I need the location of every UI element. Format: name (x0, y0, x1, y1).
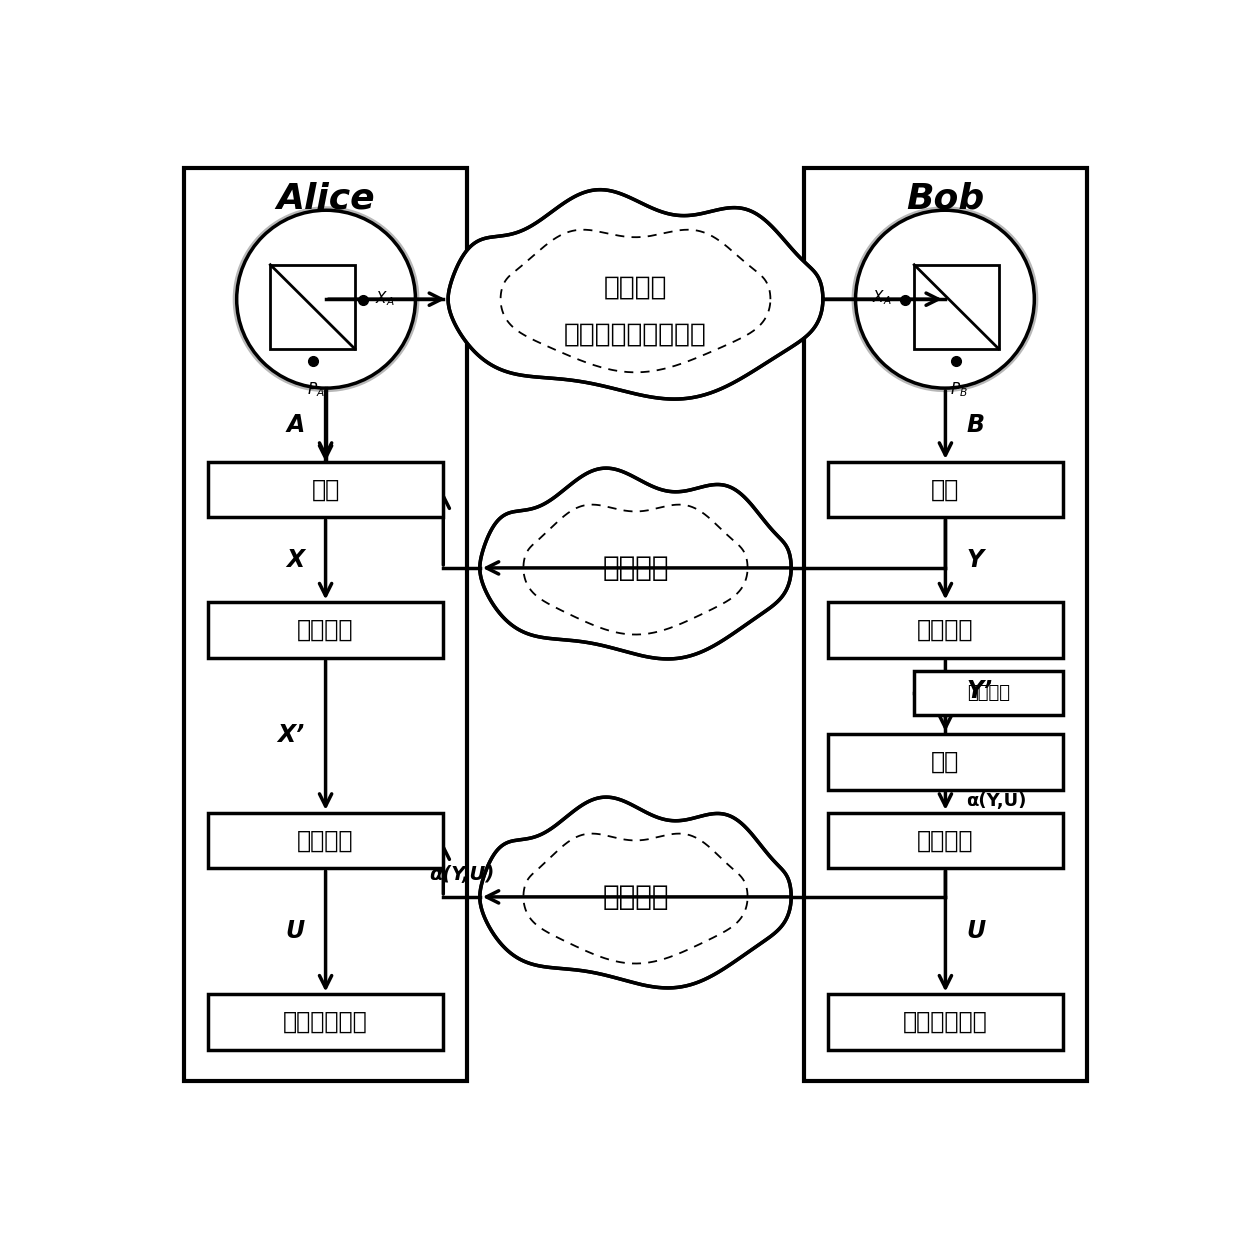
Bar (270, 265, 355, 349)
FancyBboxPatch shape (828, 734, 1063, 790)
Text: α(Y,U): α(Y,U) (429, 866, 495, 884)
Text: （噪声，信道衰减）: （噪声，信道衰减） (564, 322, 707, 348)
Polygon shape (480, 797, 791, 987)
Text: 保密加强: 保密加强 (918, 619, 973, 642)
Text: 保密加强: 保密加强 (298, 619, 353, 642)
Text: U: U (966, 919, 986, 944)
Text: $P_A$: $P_A$ (306, 380, 325, 399)
Text: 经典信道: 经典信道 (603, 554, 668, 582)
Circle shape (856, 210, 1034, 388)
Polygon shape (448, 190, 823, 399)
Text: 密鑰协商: 密鑰协商 (918, 828, 973, 852)
Text: 经典信道: 经典信道 (603, 883, 668, 910)
FancyBboxPatch shape (208, 812, 444, 868)
FancyBboxPatch shape (804, 168, 1087, 1082)
Text: Y’: Y’ (966, 679, 993, 703)
FancyBboxPatch shape (828, 462, 1063, 517)
FancyBboxPatch shape (914, 671, 1063, 715)
Polygon shape (852, 206, 1038, 392)
Text: X’: X’ (278, 723, 305, 748)
FancyBboxPatch shape (828, 995, 1063, 1049)
Polygon shape (480, 468, 791, 660)
Text: 筛选: 筛选 (931, 477, 960, 502)
Text: 编码: 编码 (931, 750, 960, 774)
FancyBboxPatch shape (208, 602, 444, 658)
Text: $P_B$: $P_B$ (950, 380, 968, 399)
Text: Bob: Bob (906, 181, 985, 216)
Bar (914, 265, 998, 349)
Text: X: X (286, 548, 305, 571)
Text: $X_A$: $X_A$ (374, 289, 394, 308)
Text: $X_A$: $X_A$ (873, 288, 892, 307)
Text: U: U (285, 919, 305, 944)
Text: 随机码字: 随机码字 (967, 684, 1011, 702)
Text: 最终安全密鑰: 最终安全密鑰 (283, 1010, 368, 1035)
FancyBboxPatch shape (208, 462, 444, 517)
Text: α(Y,U): α(Y,U) (966, 792, 1027, 810)
Text: B: B (966, 412, 985, 437)
Text: 筛选: 筛选 (311, 477, 340, 502)
Text: Y: Y (966, 548, 983, 571)
Text: Alice: Alice (277, 181, 374, 216)
Text: 密鑰协商: 密鑰协商 (298, 828, 353, 852)
Circle shape (237, 210, 415, 388)
FancyBboxPatch shape (184, 168, 467, 1082)
Polygon shape (233, 206, 419, 392)
Text: A: A (286, 412, 305, 437)
Text: 最终安全密鑰: 最终安全密鑰 (903, 1010, 988, 1035)
FancyBboxPatch shape (208, 995, 444, 1049)
FancyBboxPatch shape (828, 812, 1063, 868)
FancyBboxPatch shape (828, 602, 1063, 658)
Text: 量子信道: 量子信道 (604, 274, 667, 301)
